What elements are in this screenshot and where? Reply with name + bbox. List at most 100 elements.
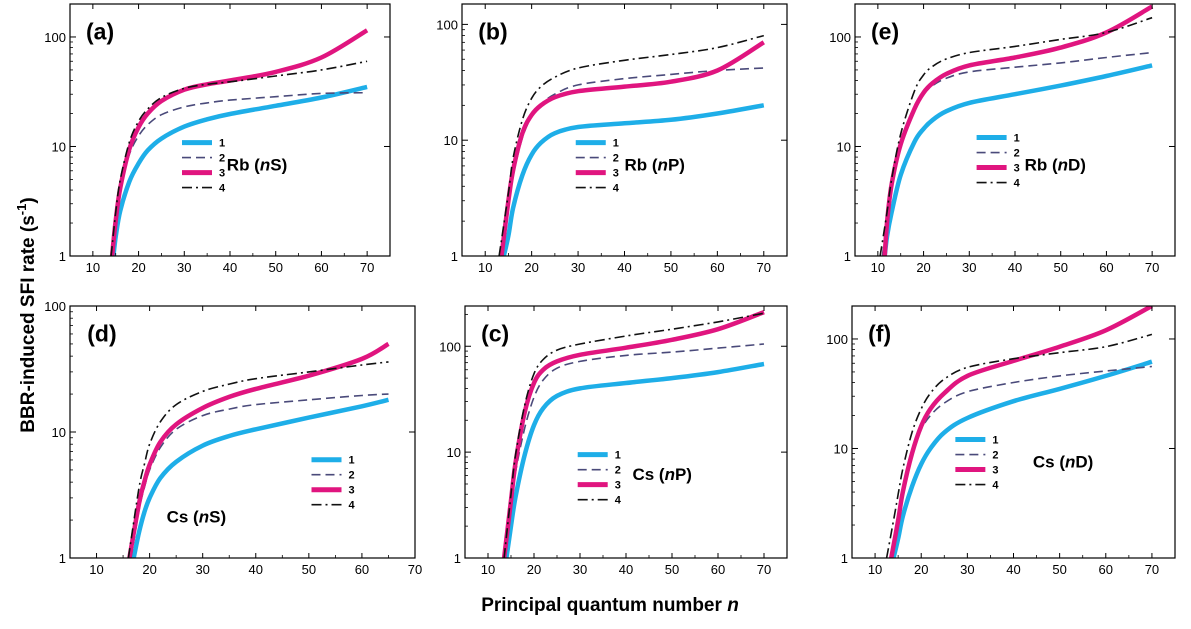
panel-annotation: Cs (nS) (167, 508, 227, 527)
x-tick-label: 60 (1099, 562, 1113, 577)
series-line-3 (109, 28, 369, 256)
x-tick-label: 10 (871, 260, 885, 275)
x-tick-label: 20 (527, 562, 541, 577)
y-tick-label: 10 (837, 139, 851, 154)
x-tick-label: 60 (314, 260, 328, 275)
legend-label-1: 1 (219, 138, 225, 150)
x-tick-label: 40 (1008, 260, 1022, 275)
series-line-3 (882, 4, 1154, 256)
legend-label-4: 4 (615, 495, 622, 507)
x-tick-label: 70 (1145, 260, 1159, 275)
x-tick-label: 10 (89, 562, 103, 577)
x-tick-label: 30 (571, 260, 585, 275)
y-tick-label: 100 (44, 299, 66, 314)
panel-annotation: Rb (nP) (625, 155, 685, 174)
legend-label-3: 3 (992, 465, 998, 477)
series-line-1 (111, 84, 368, 256)
series-line-2 (130, 393, 389, 558)
series-line-2 (503, 343, 765, 558)
legend-label-3: 3 (349, 485, 355, 497)
x-tick-label: 40 (619, 562, 633, 577)
x-tick-label: 10 (481, 562, 495, 577)
x-tick-label: 50 (268, 260, 282, 275)
x-tick-label: 20 (914, 562, 928, 577)
legend-label-2: 2 (1014, 148, 1020, 160)
legend: 1 2 3 4 (577, 450, 622, 507)
series-line-4 (503, 312, 765, 558)
panel-annotation: Rb (nD) (1025, 155, 1086, 174)
x-tick-label: 50 (302, 562, 316, 577)
x-tick-label: 20 (916, 260, 930, 275)
x-tick-label: 50 (1052, 562, 1066, 577)
panel-annotation: Cs (nP) (632, 465, 692, 484)
series-line-1 (131, 397, 390, 558)
panel-label: (b) (478, 18, 507, 44)
x-tick-label: 70 (1145, 562, 1159, 577)
y-tick-label: 10 (52, 139, 66, 154)
series-line-1 (501, 103, 765, 256)
panel-label: (e) (871, 18, 899, 44)
legend-label-4: 4 (992, 480, 999, 492)
y-tick-label: 10 (834, 441, 848, 456)
panel-label: (d) (87, 320, 116, 346)
x-tick-label: 40 (1006, 562, 1020, 577)
series-line-1 (891, 359, 1153, 558)
legend: 1 2 3 4 (955, 435, 999, 492)
legend-label-2: 2 (219, 153, 225, 165)
legend-label-1: 1 (349, 455, 355, 467)
x-tick-label: 20 (524, 260, 538, 275)
x-tick-label: 10 (478, 260, 492, 275)
x-tick-label: 10 (868, 562, 882, 577)
series-line-4 (498, 34, 764, 256)
x-tick-label: 30 (177, 260, 191, 275)
legend-label-2: 2 (613, 153, 619, 165)
legend: 1 2 3 4 (976, 133, 1021, 190)
x-tick-label: 70 (360, 260, 374, 275)
y-tick-label: 100 (829, 30, 851, 45)
y-tick-label: 10 (52, 425, 66, 440)
y-tick-label: 1 (59, 551, 66, 566)
x-tick-label: 20 (142, 562, 156, 577)
x-tick-label: 10 (86, 260, 100, 275)
x-tick-label: 70 (408, 562, 422, 577)
x-tick-label: 30 (962, 260, 976, 275)
x-axis-title: Principal quantum number n (481, 595, 739, 616)
panel-f: 10 20 30 40 50 60 70 1 10 100 (f) Cs (nD) 1 2 3 4 (826, 305, 1176, 577)
legend-label-1: 1 (992, 435, 998, 447)
y-tick-label: 1 (841, 551, 848, 566)
x-tick-label: 50 (665, 562, 679, 577)
panel-d: 10 20 30 40 50 60 70 1 10 100 (d) Cs (nS) 1 2 3 4 (44, 299, 422, 577)
series-line-2 (110, 91, 368, 256)
legend: 1 2 3 4 (311, 455, 356, 512)
x-tick-label: 40 (223, 260, 237, 275)
x-tick-label: 40 (249, 562, 263, 577)
x-tick-label: 70 (757, 562, 771, 577)
legend-label-2: 2 (349, 470, 355, 482)
y-tick-label: 10 (447, 445, 461, 460)
y-tick-label: 1 (454, 551, 461, 566)
y-tick-label: 100 (44, 30, 66, 45)
legend: 1 2 3 4 (575, 138, 620, 195)
series-line-3 (888, 306, 1153, 558)
legend-label-3: 3 (615, 480, 621, 492)
x-tick-label: 70 (757, 260, 771, 275)
series-line-4 (879, 16, 1153, 256)
x-tick-label: 60 (711, 562, 725, 577)
series-line-4 (110, 60, 368, 256)
series-line-4 (885, 333, 1153, 558)
series-line-3 (127, 341, 390, 558)
panel-label: (c) (481, 320, 509, 346)
panel-label: (a) (86, 18, 114, 44)
legend-label-4: 4 (613, 183, 620, 195)
legend-label-1: 1 (1014, 133, 1020, 145)
x-tick-label: 60 (1099, 260, 1113, 275)
x-tick-label: 30 (195, 562, 209, 577)
panel-b: 10 20 30 40 50 60 70 1 10 100 (b) Rb (nP) 1 2 3 4 (436, 3, 788, 275)
panel-annotation: Cs (nD) (1033, 452, 1093, 471)
x-tick-label: 50 (1053, 260, 1067, 275)
legend-label-3: 3 (1014, 163, 1020, 175)
y-tick-label: 1 (451, 249, 458, 264)
panel-c: 10 20 30 40 50 60 70 1 10 100 (c) Cs (nP) 1 2 3 4 (439, 305, 788, 577)
